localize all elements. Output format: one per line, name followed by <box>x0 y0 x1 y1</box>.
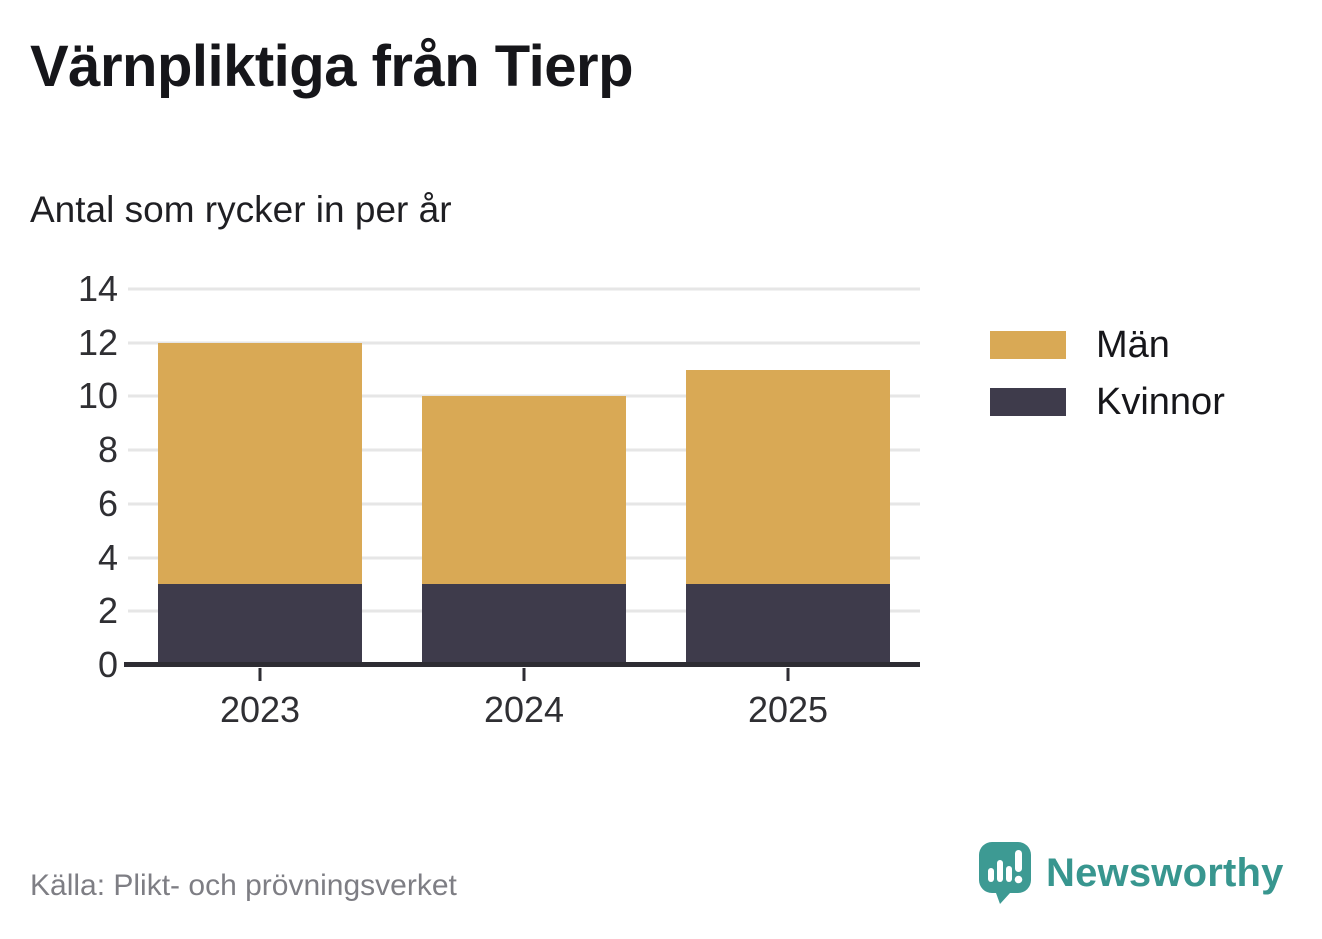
newsworthy-speech-bubble-chart-icon <box>979 842 1031 904</box>
x-tick-2025 <box>786 668 790 681</box>
legend-label: Kvinnor <box>1096 381 1225 423</box>
y-tick-label: 12 <box>77 321 118 363</box>
x-tick-2024 <box>522 668 526 681</box>
chart-title: Värnpliktiga från Tierp <box>30 34 634 99</box>
legend-item-män: Män <box>990 325 1225 365</box>
y-tick-label: 10 <box>77 375 118 417</box>
legend-swatch-kvinnor <box>990 388 1066 416</box>
bar-segment-kvinnor-2024 <box>422 584 626 665</box>
x-axis-labels: 2023 2024 2025 <box>128 692 920 736</box>
legend: Män Kvinnor <box>990 325 1225 422</box>
chart-subtitle: Antal som rycker in per år <box>30 189 452 230</box>
y-tick-label: 4 <box>97 536 118 578</box>
y-tick-label: 14 <box>77 268 118 309</box>
bar-segment-män-2024 <box>422 396 626 585</box>
y-tick-label: 6 <box>97 482 118 524</box>
y-tick-label: 2 <box>97 590 118 632</box>
bar-segment-kvinnor-2023 <box>158 584 362 665</box>
y-axis-labels: 0 2 4 6 8 10 12 14 <box>36 271 118 683</box>
bar-segment-män-2023 <box>158 342 362 585</box>
plot-area <box>124 287 920 681</box>
x-tick-2023 <box>258 668 262 681</box>
source-caption: Källa: Plikt- och prövningsverket <box>30 869 457 902</box>
newsworthy-logo: Newsworthy <box>978 841 1284 905</box>
y-tick-label: 8 <box>97 429 118 471</box>
y-tick-label: 0 <box>97 644 118 685</box>
legend-item-kvinnor: Kvinnor <box>990 382 1225 422</box>
bar-segment-män-2025 <box>686 369 890 585</box>
gridline-y-12 <box>128 341 920 345</box>
x-tick-label: 2024 <box>483 689 565 730</box>
bar-segment-kvinnor-2025 <box>686 584 890 665</box>
newsworthy-wordmark: Newsworthy <box>1046 850 1284 895</box>
x-tick-label: 2023 <box>219 689 301 730</box>
legend-label: Män <box>1096 324 1170 366</box>
x-tick-label: 2025 <box>747 689 829 730</box>
legend-swatch-män <box>990 331 1066 359</box>
x-axis-line <box>124 662 920 667</box>
gridline-y-14 <box>128 287 920 291</box>
